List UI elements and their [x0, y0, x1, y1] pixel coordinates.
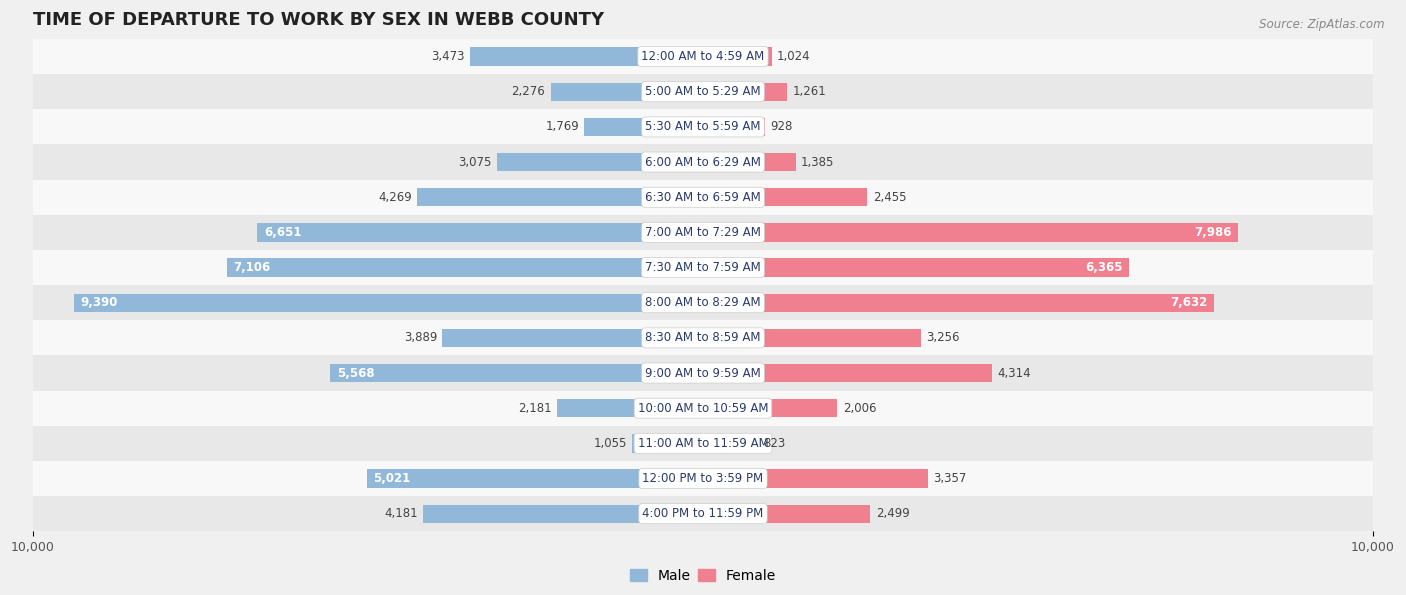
- Text: 5,021: 5,021: [374, 472, 411, 485]
- Bar: [471, 48, 703, 65]
- Text: 6,651: 6,651: [264, 226, 302, 239]
- Bar: [703, 118, 765, 136]
- Text: 11:00 AM to 11:59 AM: 11:00 AM to 11:59 AM: [638, 437, 768, 450]
- Bar: [34, 355, 1372, 391]
- Bar: [551, 83, 703, 101]
- Text: 2,455: 2,455: [873, 191, 907, 203]
- Bar: [34, 109, 1372, 145]
- Text: 6:00 AM to 6:29 AM: 6:00 AM to 6:29 AM: [645, 155, 761, 168]
- Bar: [443, 329, 703, 347]
- Bar: [226, 258, 703, 277]
- Bar: [34, 74, 1372, 109]
- Text: 2,499: 2,499: [876, 507, 910, 520]
- Text: 2,006: 2,006: [842, 402, 876, 415]
- Bar: [34, 496, 1372, 531]
- Text: 1,385: 1,385: [801, 155, 835, 168]
- Bar: [34, 215, 1372, 250]
- Text: 7,986: 7,986: [1194, 226, 1232, 239]
- Bar: [703, 505, 870, 523]
- Text: 2,276: 2,276: [512, 85, 546, 98]
- Text: 4,181: 4,181: [384, 507, 418, 520]
- Bar: [75, 293, 703, 312]
- Bar: [34, 461, 1372, 496]
- Bar: [34, 180, 1372, 215]
- Text: 5:00 AM to 5:29 AM: 5:00 AM to 5:29 AM: [645, 85, 761, 98]
- Bar: [703, 223, 1239, 242]
- Text: 6:30 AM to 6:59 AM: 6:30 AM to 6:59 AM: [645, 191, 761, 203]
- Bar: [703, 399, 838, 417]
- Bar: [703, 364, 993, 382]
- Text: 4:00 PM to 11:59 PM: 4:00 PM to 11:59 PM: [643, 507, 763, 520]
- Text: 5,568: 5,568: [336, 367, 374, 380]
- Text: 8:00 AM to 8:29 AM: 8:00 AM to 8:29 AM: [645, 296, 761, 309]
- Text: 7,106: 7,106: [233, 261, 271, 274]
- Bar: [703, 258, 1129, 277]
- Text: 12:00 PM to 3:59 PM: 12:00 PM to 3:59 PM: [643, 472, 763, 485]
- Bar: [703, 48, 772, 65]
- Bar: [557, 399, 703, 417]
- Bar: [703, 188, 868, 206]
- Text: 10:00 AM to 10:59 AM: 10:00 AM to 10:59 AM: [638, 402, 768, 415]
- Text: 4,314: 4,314: [997, 367, 1031, 380]
- Bar: [703, 153, 796, 171]
- Bar: [34, 426, 1372, 461]
- Bar: [330, 364, 703, 382]
- Text: 1,055: 1,055: [593, 437, 627, 450]
- Text: 6,365: 6,365: [1085, 261, 1123, 274]
- Text: 3,357: 3,357: [934, 472, 967, 485]
- Text: 7:00 AM to 7:29 AM: 7:00 AM to 7:29 AM: [645, 226, 761, 239]
- Text: 8:30 AM to 8:59 AM: 8:30 AM to 8:59 AM: [645, 331, 761, 345]
- Bar: [703, 83, 787, 101]
- Text: 3,889: 3,889: [404, 331, 437, 345]
- Text: 9:00 AM to 9:59 AM: 9:00 AM to 9:59 AM: [645, 367, 761, 380]
- Text: 2,181: 2,181: [517, 402, 551, 415]
- Text: 4,269: 4,269: [378, 191, 412, 203]
- Bar: [34, 320, 1372, 355]
- Bar: [585, 118, 703, 136]
- Text: 1,261: 1,261: [793, 85, 827, 98]
- Bar: [703, 434, 758, 453]
- Text: 9,390: 9,390: [80, 296, 118, 309]
- Bar: [34, 285, 1372, 320]
- Bar: [257, 223, 703, 242]
- Bar: [423, 505, 703, 523]
- Text: 928: 928: [770, 120, 793, 133]
- Text: 5:30 AM to 5:59 AM: 5:30 AM to 5:59 AM: [645, 120, 761, 133]
- Text: 823: 823: [763, 437, 786, 450]
- Legend: Male, Female: Male, Female: [624, 563, 782, 588]
- Bar: [703, 469, 928, 488]
- Text: TIME OF DEPARTURE TO WORK BY SEX IN WEBB COUNTY: TIME OF DEPARTURE TO WORK BY SEX IN WEBB…: [34, 11, 605, 29]
- Bar: [703, 329, 921, 347]
- Bar: [703, 293, 1215, 312]
- Bar: [34, 250, 1372, 285]
- Bar: [34, 145, 1372, 180]
- Bar: [418, 188, 703, 206]
- Bar: [496, 153, 703, 171]
- Text: 7:30 AM to 7:59 AM: 7:30 AM to 7:59 AM: [645, 261, 761, 274]
- Bar: [367, 469, 703, 488]
- Text: 3,473: 3,473: [432, 50, 465, 63]
- Text: 3,256: 3,256: [927, 331, 960, 345]
- Text: Source: ZipAtlas.com: Source: ZipAtlas.com: [1260, 18, 1385, 31]
- Bar: [34, 391, 1372, 426]
- Text: 3,075: 3,075: [458, 155, 492, 168]
- Bar: [633, 434, 703, 453]
- Text: 12:00 AM to 4:59 AM: 12:00 AM to 4:59 AM: [641, 50, 765, 63]
- Bar: [34, 39, 1372, 74]
- Text: 7,632: 7,632: [1170, 296, 1208, 309]
- Text: 1,024: 1,024: [778, 50, 811, 63]
- Text: 1,769: 1,769: [546, 120, 579, 133]
